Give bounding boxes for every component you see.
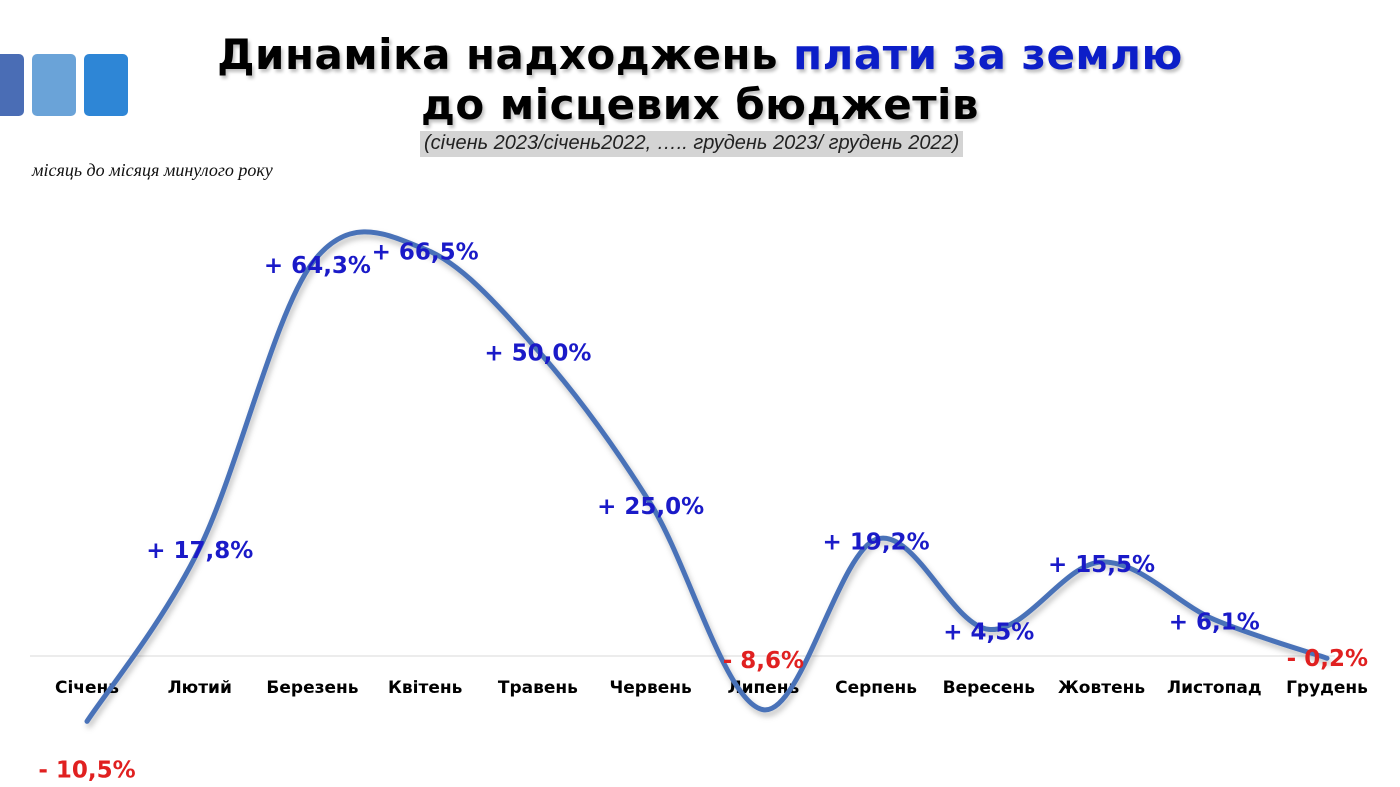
data-label: + 25,0% bbox=[597, 494, 704, 520]
decor-block-3 bbox=[84, 54, 128, 116]
x-tick-label: Червень bbox=[610, 678, 692, 698]
chart-subtitle: (січень 2023/січень2022, ….. грудень 202… bbox=[420, 131, 964, 157]
data-label: + 15,5% bbox=[1048, 552, 1155, 578]
chart-title-line-1: Динаміка надходжень плати за землю bbox=[0, 30, 1400, 79]
x-tick-labels: Січень Лютий Березень Квітень Травень Червень… bbox=[55, 678, 1368, 698]
data-labels: - 10,5% + 17,8% + 64,3%+ 66,5% + 50,0% + 25,… bbox=[38, 239, 1368, 783]
data-label: + 4,5% bbox=[943, 619, 1034, 645]
x-tick-label: Жовтень bbox=[1058, 678, 1145, 698]
x-tick-label: Травень bbox=[498, 678, 578, 698]
x-tick-label: Березень bbox=[266, 678, 358, 698]
data-label: + 6,1% bbox=[1169, 610, 1260, 636]
decor-block-2 bbox=[32, 54, 76, 116]
chart-caption: місяць до місяця минулого року bbox=[32, 160, 273, 180]
chart-title-line-2: до місцевих бюджетів bbox=[420, 80, 980, 129]
x-tick-label: Лютий bbox=[168, 678, 232, 698]
data-label: + 50,0% bbox=[484, 341, 591, 367]
x-tick-label: Листопад bbox=[1167, 678, 1262, 698]
x-tick-label: Січень bbox=[55, 678, 119, 698]
title-accent: плати за землю bbox=[793, 30, 1183, 79]
data-label: - 0,2% bbox=[1287, 646, 1368, 672]
data-label: - 10,5% bbox=[38, 757, 135, 783]
series-line bbox=[84, 229, 1330, 724]
data-label: + 64,3% bbox=[264, 253, 371, 279]
data-label: - 8,6% bbox=[723, 648, 804, 674]
data-label: + 19,2% bbox=[823, 529, 930, 555]
x-tick-label: Грудень bbox=[1286, 678, 1368, 698]
x-tick-label: Вересень bbox=[943, 678, 1035, 698]
title-part-1: Динаміка надходжень bbox=[217, 30, 794, 79]
decor-block-1 bbox=[0, 54, 24, 116]
x-tick-label: Квітень bbox=[388, 678, 462, 698]
x-tick-label: Серпень bbox=[835, 678, 917, 698]
x-tick-label: Липень bbox=[727, 678, 799, 698]
data-label: + 17,8% bbox=[146, 538, 253, 564]
data-label: + 66,5% bbox=[372, 239, 479, 265]
